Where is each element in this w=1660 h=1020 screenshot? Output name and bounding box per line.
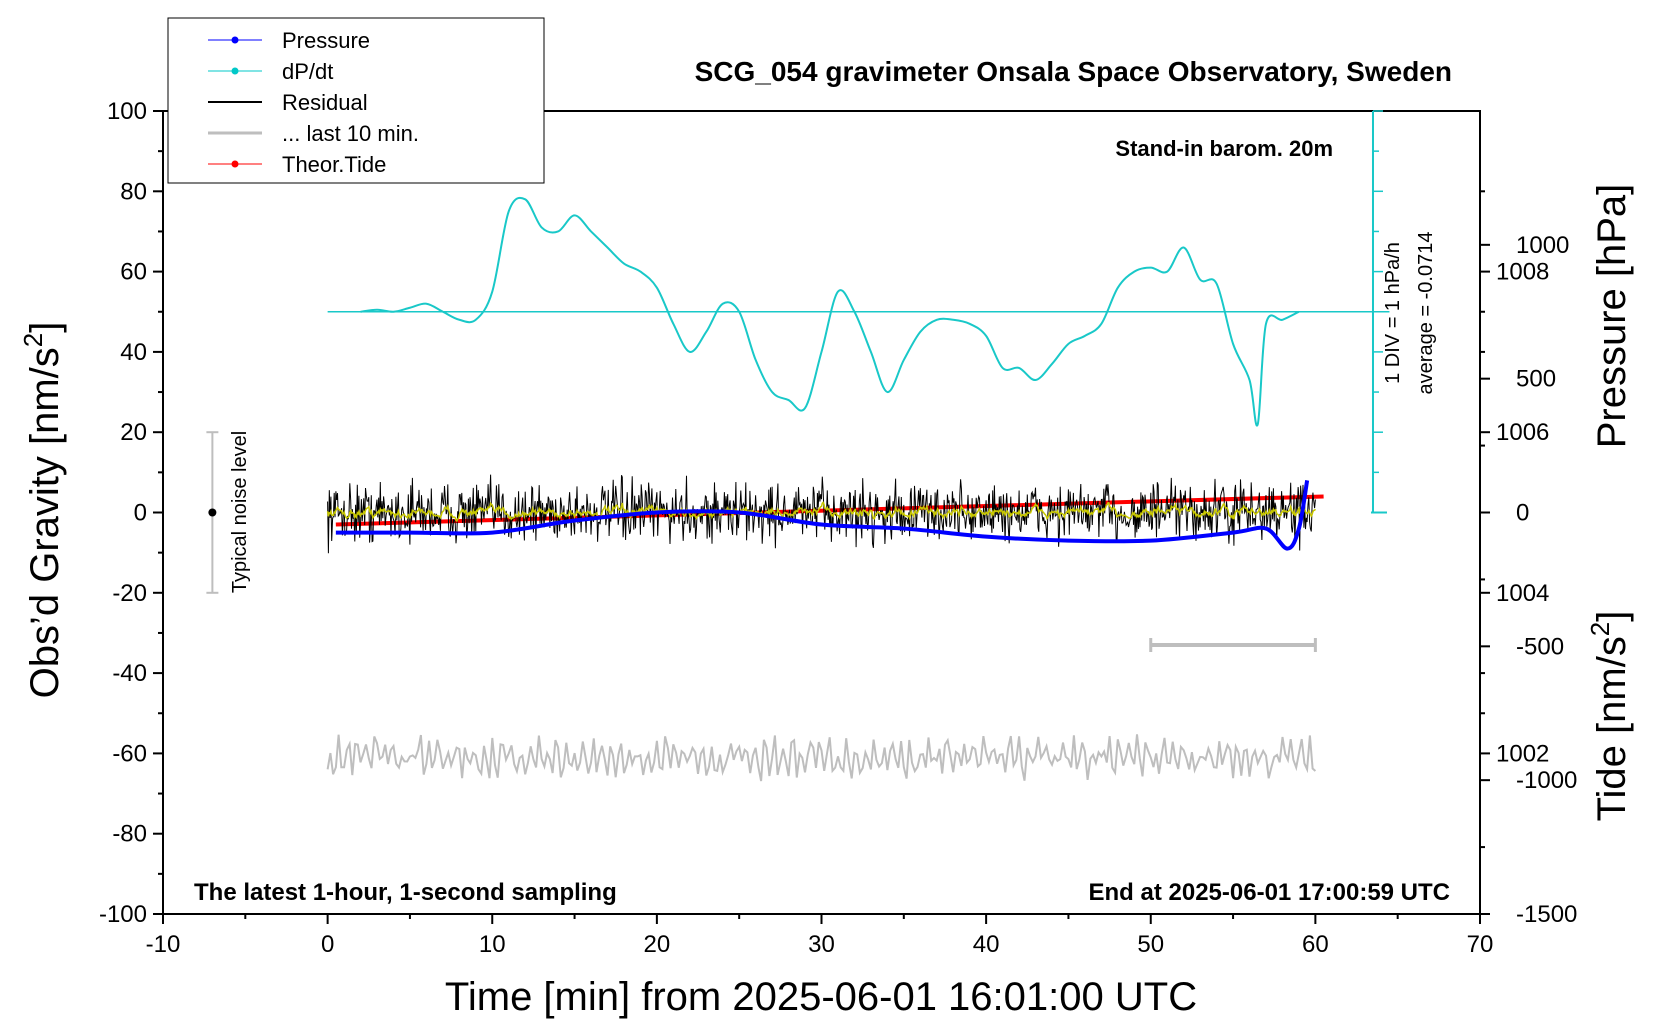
residual-series <box>326 474 1317 554</box>
tide-axis-label-end: ] <box>1590 611 1634 622</box>
tide-tick-label: -500 <box>1516 633 1564 660</box>
tide-axis-label-sup: 2 <box>1585 622 1615 636</box>
legend: Pressure dP/dt Residual ... last 10 min. The… <box>167 17 545 184</box>
y-axis-label-left-text: Obs’d Gravity [nm/s <box>23 347 67 698</box>
chart-title: SCG_054 gravimeter Onsala Space Observat… <box>695 56 1452 87</box>
x-tick-label: 20 <box>644 931 671 958</box>
div-label: 1 DIV = 1 hPa/h <box>1382 242 1404 384</box>
y-tick-label: -100 <box>99 901 147 928</box>
y-tick-label: 20 <box>120 419 147 446</box>
pressure-tick-label: 1002 <box>1496 740 1549 767</box>
pressure-line <box>335 480 1310 551</box>
y-axis-ticks: 100 80 60 40 20 0 -20 -40 -60 -80 -100 <box>99 98 163 928</box>
tide-tick-label: 500 <box>1516 366 1556 393</box>
noise-bar-center <box>208 508 217 517</box>
y-axis-label-left: Obs’d Gravity [nm/s2] <box>18 322 67 699</box>
tide-axis-ticks: 1000 500 0 -500 -1000 -1500 <box>1480 232 1577 928</box>
dpdt-series <box>360 196 1300 427</box>
y-axis-label-left-sup: 2 <box>18 333 48 347</box>
y-tick-label: -20 <box>112 580 147 607</box>
x-tick-label: -10 <box>146 931 181 958</box>
tide-tick-label: -1000 <box>1516 767 1577 794</box>
dpdt-scale-axis <box>327 110 1390 514</box>
y-axis-label-left-end: ] <box>23 322 67 333</box>
x-tick-label: 0 <box>321 931 334 958</box>
latest-label: The latest 1-hour, 1-second sampling <box>194 879 617 906</box>
pressure-tick-label: 1008 <box>1496 259 1549 286</box>
x-tick-label: 40 <box>973 931 1000 958</box>
x-tick-label: 60 <box>1302 931 1329 958</box>
y-tick-label: -60 <box>112 740 147 767</box>
x-tick-label: 30 <box>808 931 835 958</box>
pressure-axis-ticks: 1008 1006 1004 1002 <box>1480 190 1549 767</box>
x-axis-label: Time [min] from 2025-06-01 16:01:00 UTC <box>445 975 1197 1019</box>
y-tick-label: -40 <box>112 660 147 687</box>
legend-label: Theor.Tide <box>282 152 386 177</box>
x-tick-label: 10 <box>479 931 506 958</box>
tide-tick-label: -1500 <box>1516 901 1577 928</box>
chart-markers <box>206 431 219 594</box>
residual-smooth-line <box>326 501 1317 523</box>
legend-label: dP/dt <box>282 59 333 84</box>
pressure-tick-label: 1006 <box>1496 419 1549 446</box>
last10-line <box>326 734 1317 782</box>
pressure-series <box>335 480 1310 551</box>
legend-box <box>167 17 545 184</box>
tide-tick-label: 0 <box>1516 500 1529 527</box>
y-tick-label: 80 <box>120 178 147 205</box>
x-axis-ticks: -10 0 10 20 30 40 50 60 70 <box>146 914 1494 958</box>
average-label: average = -0.0714 <box>1415 232 1437 395</box>
stand-in-label: Stand-in barom. 20m <box>1115 136 1333 161</box>
tide-tick-label: 1000 <box>1516 232 1569 259</box>
dpdt-line <box>360 196 1300 427</box>
legend-marker <box>231 67 239 75</box>
legend-label: Residual <box>282 90 368 115</box>
tide-axis-label: Tide [nm/s2] <box>1585 611 1634 822</box>
end-at-label: End at 2025-06-01 17:00:59 UTC <box>1089 879 1451 906</box>
legend-label: ... last 10 min. <box>282 121 419 146</box>
y-tick-label: 100 <box>107 98 147 125</box>
pressure-tick-label: 1004 <box>1496 580 1549 607</box>
legend-items: Pressure dP/dt Residual ... last 10 min. The… <box>208 28 419 177</box>
pressure-axis-label: Pressure [hPa] <box>1590 184 1634 449</box>
legend-marker <box>231 160 239 168</box>
y-tick-label: -80 <box>112 821 147 848</box>
y-tick-label: 0 <box>134 500 147 527</box>
x-tick-label: 70 <box>1467 931 1494 958</box>
y-tick-label: 60 <box>120 259 147 286</box>
y-tick-label: 40 <box>120 339 147 366</box>
legend-label: Pressure <box>282 28 370 53</box>
noise-label: Typical noise level <box>229 431 251 593</box>
x-tick-label: 50 <box>1137 931 1164 958</box>
legend-marker <box>231 36 239 44</box>
tide-axis-label-text: Tide [nm/s <box>1590 636 1634 821</box>
last10-series <box>326 637 1317 782</box>
